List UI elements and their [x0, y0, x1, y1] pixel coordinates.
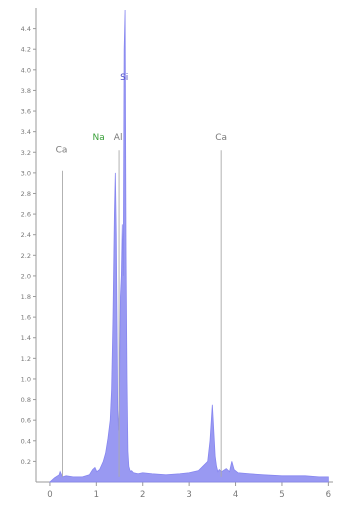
peak-label: Ca — [215, 133, 227, 143]
y-axis: 0.2 0.4 0.6 0.8 1.0 1.2 1.4 1.6 1.8 2.0 2.2 2.4 2.6 2… — [21, 8, 37, 482]
y-tick-label: 4.0 — [21, 66, 31, 74]
x-axis: 0 1 2 3 4 5 6 — [36, 481, 333, 500]
peak-label: Si — [120, 73, 128, 83]
y-tick-label: 4.4 — [21, 25, 31, 33]
y-tick-label: 0.2 — [21, 458, 31, 466]
y-tick-label: 2.0 — [21, 272, 31, 280]
y-tick-label: 3.0 — [21, 169, 31, 177]
y-tick-label: 0.4 — [21, 437, 31, 445]
spectrum-area — [48, 10, 329, 483]
peak-label: Na — [93, 133, 105, 143]
x-tick-label: 3 — [186, 490, 191, 500]
y-tick-label: 1.2 — [21, 355, 31, 363]
x-tick-label: 2 — [140, 490, 145, 500]
spectrum-series — [48, 10, 329, 483]
x-tick-label: 0 — [47, 490, 52, 500]
y-tick-label: 0.6 — [21, 417, 31, 425]
y-tick-label: 2.8 — [21, 190, 31, 198]
x-tick-label: 4 — [233, 490, 238, 500]
y-tick-label: 4.2 — [21, 46, 31, 54]
y-tick-label: 3.8 — [21, 87, 31, 95]
peak-label: Al — [114, 133, 123, 143]
peak-label: Ca — [56, 145, 68, 155]
peak-labels: Si Ca Na Al Ca — [56, 73, 227, 477]
y-tick-label: 0.8 — [21, 396, 31, 404]
y-tick-label: 3.6 — [21, 108, 31, 116]
y-tick-label: 3.4 — [21, 128, 31, 136]
y-tick-label: 1.4 — [21, 334, 31, 342]
x-tick-label: 1 — [94, 490, 99, 500]
y-tick-label: 2.2 — [21, 252, 31, 260]
y-tick-label: 1.0 — [21, 375, 31, 383]
y-tick-label: 1.8 — [21, 293, 31, 301]
x-tick-label: 6 — [326, 490, 331, 500]
y-tick-label: 2.4 — [21, 231, 31, 239]
x-tick-label: 5 — [279, 490, 284, 500]
y-tick-label: 3.2 — [21, 149, 31, 157]
y-tick-label: 2.6 — [21, 211, 31, 219]
y-tick-label: 1.6 — [21, 314, 31, 322]
